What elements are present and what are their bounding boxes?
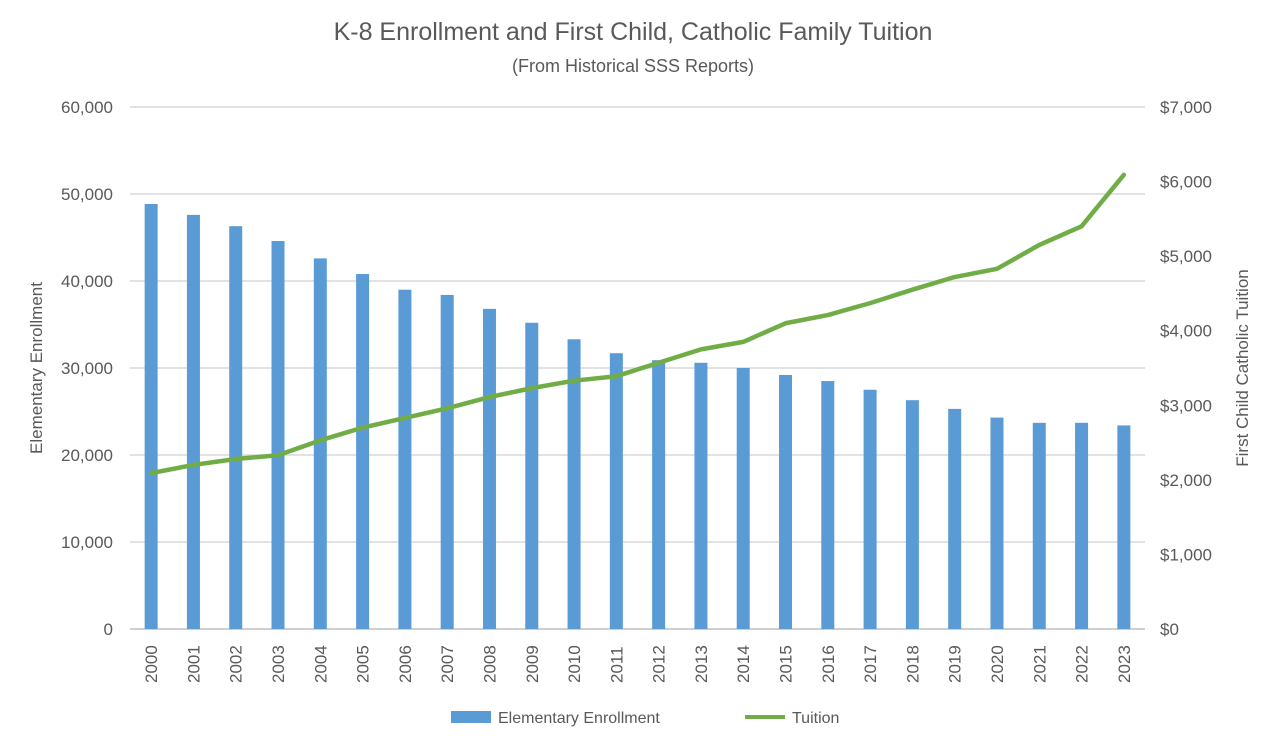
x-tick-label: 2012	[650, 645, 669, 683]
bar-enrollment-2012	[652, 360, 665, 629]
y-tick-label: 10,000	[61, 533, 113, 552]
bar-enrollment-2011	[610, 353, 623, 629]
bar-enrollment-2020	[990, 418, 1003, 629]
x-tick-label: 2013	[692, 645, 711, 683]
x-tick-label: 2019	[946, 645, 965, 683]
legend: Elementary Enrollment Tuition	[451, 710, 839, 727]
legend-swatch-enrollment	[451, 711, 491, 723]
chart-subtitle: (From Historical SSS Reports)	[512, 56, 754, 76]
bar-enrollment-2007	[441, 295, 454, 629]
x-tick-label: 2020	[988, 645, 1007, 683]
y-right-tick-label: $4,000	[1160, 322, 1212, 341]
bar-enrollment-2023	[1117, 425, 1130, 629]
bar-enrollment-2000	[145, 204, 158, 629]
bar-enrollment-2015	[779, 375, 792, 629]
bar-enrollment-2009	[525, 323, 538, 629]
x-tick-label: 2015	[777, 645, 796, 683]
y-right-tick-label: $2,000	[1160, 471, 1212, 490]
legend-label-tuition: Tuition	[792, 710, 839, 727]
legend-label-enrollment: Elementary Enrollment	[498, 710, 660, 727]
x-tick-label: 2008	[480, 645, 499, 683]
y-right-tick-label: $7,000	[1160, 98, 1212, 117]
y-tick-label: 60,000	[61, 98, 113, 117]
x-tick-label: 2006	[396, 645, 415, 683]
y-right-tick-label: $6,000	[1160, 173, 1212, 192]
line-tuition	[151, 175, 1124, 473]
x-tick-label: 2009	[523, 645, 542, 683]
x-tick-label: 2005	[354, 645, 373, 683]
bar-enrollment-2002	[229, 226, 242, 629]
x-tick-label: 2021	[1030, 645, 1049, 683]
x-tick-label: 2014	[734, 645, 753, 683]
x-tick-label: 2003	[269, 645, 288, 683]
x-tick-label: 2004	[311, 645, 330, 683]
bar-enrollment-2001	[187, 215, 200, 629]
bar-enrollment-2003	[272, 241, 285, 629]
y-tick-label: 0	[104, 620, 113, 639]
x-tick-label: 2011	[607, 646, 626, 683]
y-tick-label: 50,000	[61, 185, 113, 204]
y-right-tick-label: $0	[1160, 620, 1179, 639]
y-tick-label: 40,000	[61, 272, 113, 291]
bar-enrollment-2005	[356, 274, 369, 629]
x-tick-label: 2001	[184, 645, 203, 683]
bar-enrollment-2016	[821, 381, 834, 629]
chart-title: K-8 Enrollment and First Child, Catholic…	[334, 18, 933, 46]
y-right-tick-label: $1,000	[1160, 545, 1212, 564]
x-tick-label: 2018	[903, 645, 922, 683]
bar-enrollment-2014	[737, 368, 750, 629]
bar-enrollment-2013	[694, 363, 707, 629]
y-right-tick-label: $3,000	[1160, 396, 1212, 415]
x-tick-label: 2023	[1115, 645, 1134, 683]
bar-enrollment-2008	[483, 309, 496, 629]
y-tick-label: 30,000	[61, 359, 113, 378]
x-tick-label: 2002	[227, 645, 246, 683]
y-tick-label: 20,000	[61, 446, 113, 465]
x-tick-label: 2022	[1073, 645, 1092, 683]
y-right-tick-label: $5,000	[1160, 247, 1212, 266]
bar-enrollment-2022	[1075, 423, 1088, 629]
x-tick-label: 2010	[565, 645, 584, 683]
bar-enrollment-2019	[948, 409, 961, 629]
y-axis-label: Elementary Enrollment	[27, 282, 46, 454]
x-tick-label: 2007	[438, 645, 457, 683]
bar-enrollment-2017	[864, 390, 877, 629]
bar-enrollment-2021	[1033, 423, 1046, 629]
x-tick-label: 2016	[819, 645, 838, 683]
bar-enrollment-2018	[906, 400, 919, 629]
x-tick-label: 2017	[861, 645, 880, 683]
bar-enrollment-2006	[398, 290, 411, 629]
x-tick-label: 2000	[142, 645, 161, 683]
y-axis-right-label: First Child Catholic Tuition	[1233, 269, 1252, 466]
